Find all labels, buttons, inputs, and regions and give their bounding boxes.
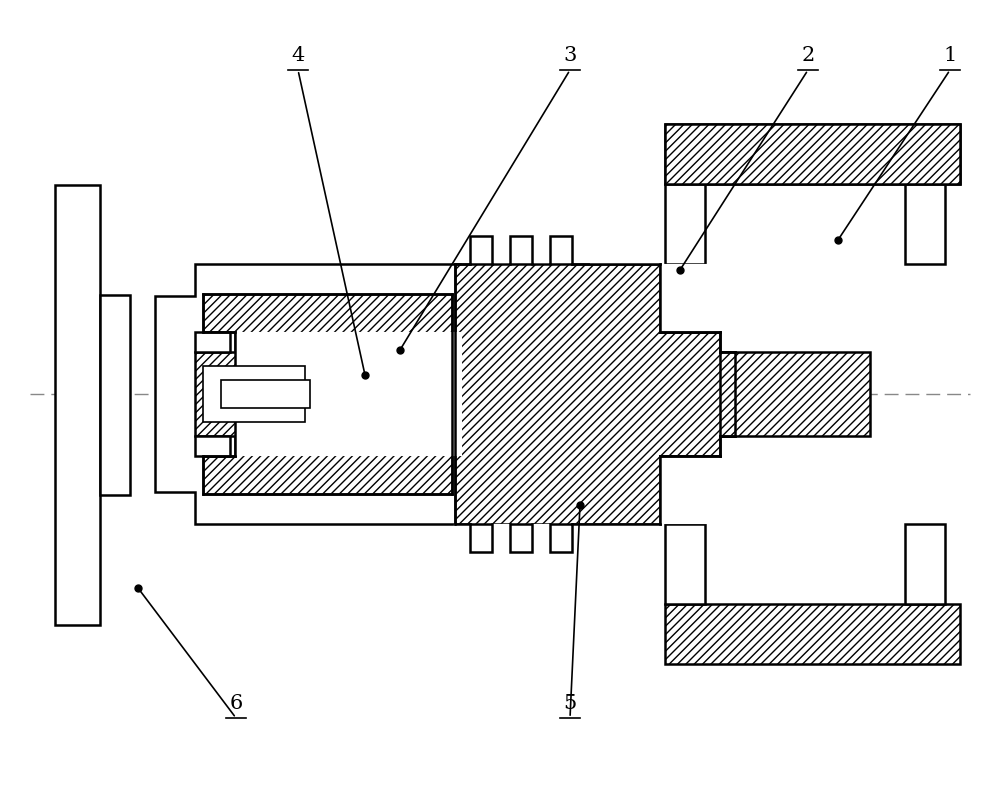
Bar [510,236,532,264]
Bar [510,524,532,552]
Bar [195,332,230,352]
Polygon shape [455,236,735,552]
Text: 6: 6 [229,694,243,713]
Bar [454,524,661,572]
Bar [665,124,960,184]
Bar [660,264,720,332]
Bar [470,524,492,552]
Bar [665,604,960,664]
Bar [905,524,945,604]
Bar [221,380,310,408]
Bar [454,215,661,263]
Bar [660,456,720,524]
Bar [203,366,305,422]
Polygon shape [203,294,452,494]
Polygon shape [155,264,460,524]
Bar [590,524,660,552]
Bar [550,236,572,264]
Bar [550,524,572,552]
Text: 1: 1 [943,46,957,65]
Polygon shape [195,352,730,436]
Text: 5: 5 [563,694,577,713]
Bar [905,184,945,264]
Bar [665,184,705,264]
Bar [195,436,230,456]
Text: 4: 4 [291,46,305,65]
Text: 3: 3 [563,46,577,65]
Bar [590,236,660,264]
Bar [55,185,100,625]
Bar [460,436,490,464]
Bar [665,524,705,604]
Bar [100,295,130,495]
Text: 2: 2 [801,46,815,65]
Bar [470,236,492,264]
Bar [720,352,870,436]
Bar [665,124,960,184]
Bar [235,332,462,456]
Bar [460,324,490,352]
